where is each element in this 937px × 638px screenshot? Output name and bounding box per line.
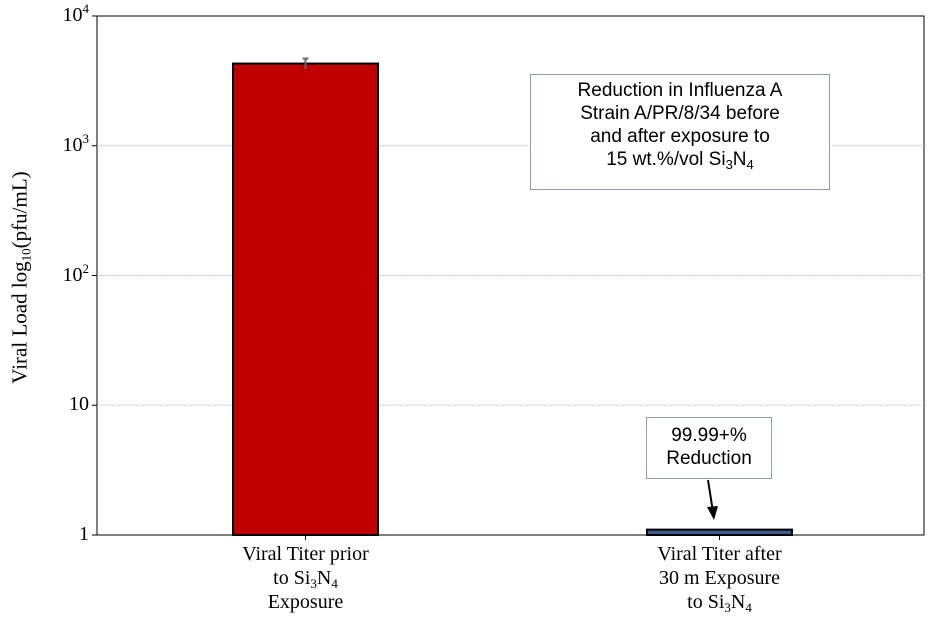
arrow-head-icon (707, 506, 718, 520)
annotation-box-reduction: 99.99+% Reduction (646, 417, 772, 479)
bar (232, 62, 379, 537)
y-tick-label: 102 (62, 260, 90, 286)
y-tick-label: 1 (79, 523, 89, 545)
x-category-label: Viral Titer prior to Si3N4 Exposure (242, 543, 369, 613)
y-tick-label: 104 (62, 1, 90, 26)
annotation-box-summary: Reduction in Influenza A Strain A/PR/8/3… (530, 74, 830, 190)
x-category-label: Viral Titer after 30 m Exposure to Si3N4 (657, 543, 782, 615)
y-tick-label: 103 (62, 130, 90, 156)
y-tick-label: 10 (69, 393, 89, 416)
bar (646, 528, 793, 536)
